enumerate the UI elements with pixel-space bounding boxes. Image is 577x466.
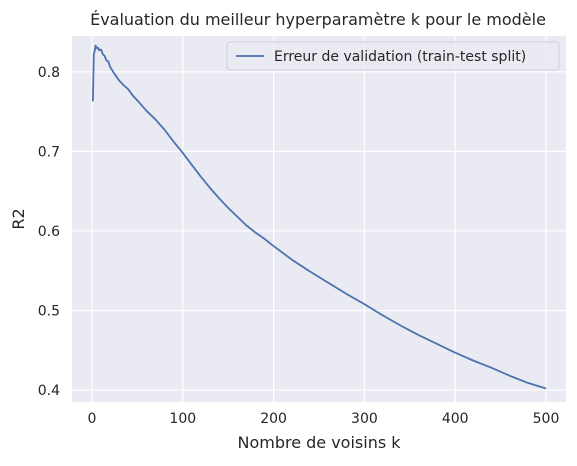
y-tick-label: 0.5 [38, 304, 60, 320]
x-tick-label: 300 [351, 411, 378, 427]
x-tick-label: 200 [260, 411, 287, 427]
legend: Erreur de validation (train-test split) [227, 42, 559, 70]
y-tick-label: 0.7 [38, 144, 60, 160]
y-tick-label: 0.4 [38, 383, 60, 399]
plot-area [72, 36, 566, 402]
chart-title: Évaluation du meilleur hyperparamètre k … [90, 10, 546, 29]
y-tick-label: 0.6 [38, 224, 60, 240]
x-tick-label: 400 [442, 411, 469, 427]
x-axis-label: Nombre de voisins k [237, 433, 401, 452]
legend-entry: Erreur de validation (train-test split) [274, 49, 526, 65]
x-tick-label: 500 [533, 411, 560, 427]
x-tick-label: 100 [169, 411, 196, 427]
x-tick-label: 0 [88, 411, 97, 427]
y-tick-label: 0.8 [38, 65, 60, 81]
y-axis-label: R2 [9, 208, 28, 229]
